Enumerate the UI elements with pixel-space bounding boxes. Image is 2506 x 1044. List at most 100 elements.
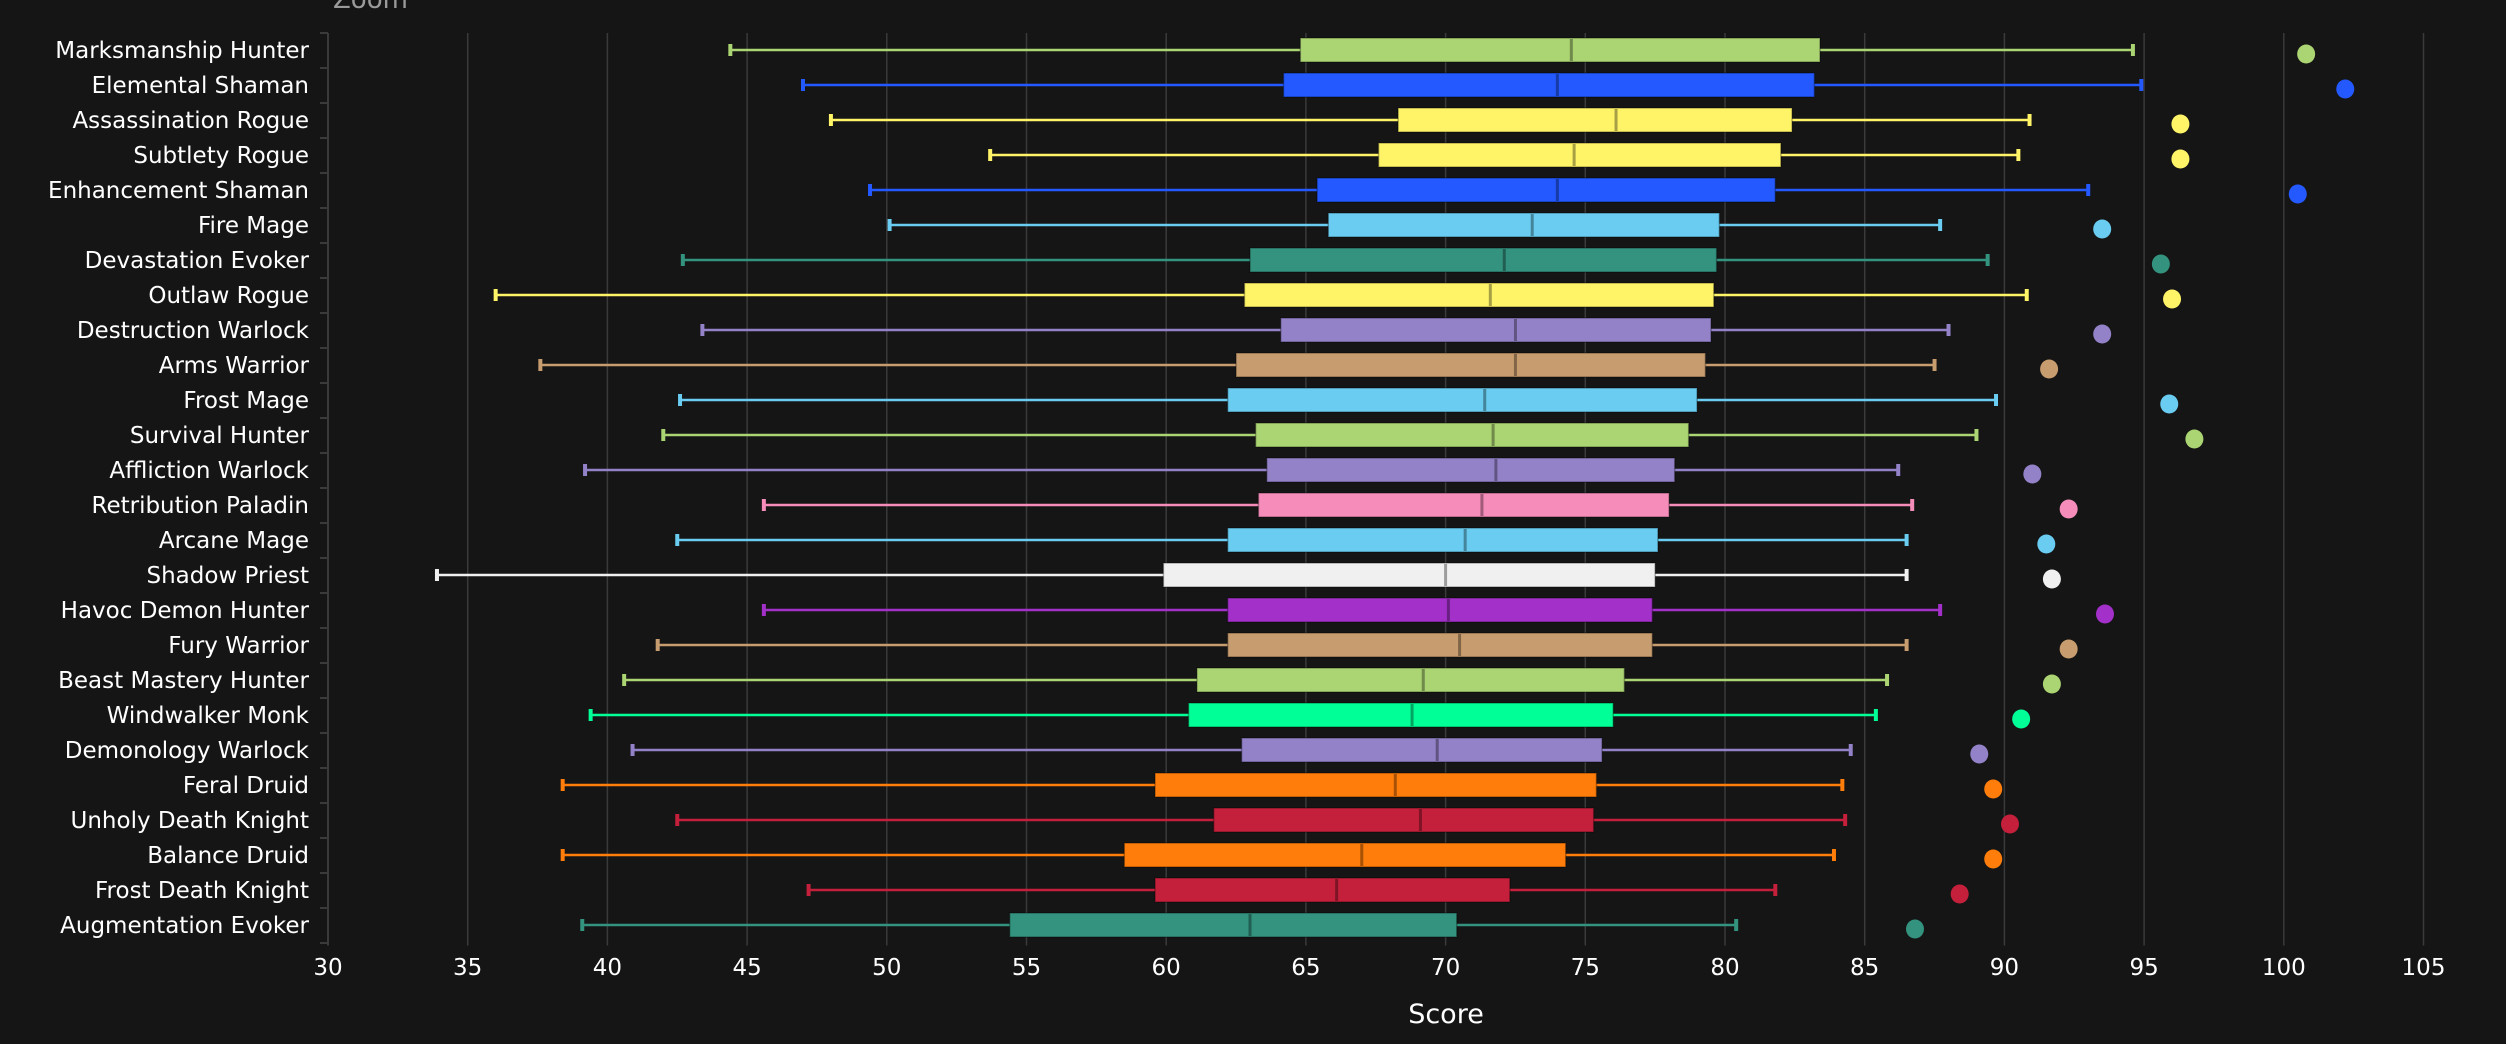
y-tick-label: Fury Warrior bbox=[168, 633, 309, 659]
box-fury-warrior bbox=[655, 632, 2078, 659]
x-tick-label: 30 bbox=[313, 955, 342, 981]
box-devastation-evoker bbox=[680, 247, 2170, 274]
x-tick-label: 70 bbox=[1431, 955, 1460, 981]
box-windwalker-monk bbox=[588, 702, 2031, 729]
y-tick-label: Havoc Demon Hunter bbox=[61, 598, 310, 624]
outlier-point bbox=[2059, 499, 2078, 519]
outlier-point bbox=[2000, 814, 2019, 834]
x-tick-label: 100 bbox=[2262, 955, 2306, 981]
y-axis: Marksmanship Hunter Elemental Shaman Assas… bbox=[48, 32, 329, 946]
iqr-box bbox=[1249, 247, 1718, 273]
x-tick-label: 85 bbox=[1850, 955, 1879, 981]
y-tick-label: Demonology Warlock bbox=[65, 738, 310, 764]
box-shadow-priest bbox=[434, 562, 2061, 589]
x-tick-label: 45 bbox=[732, 955, 761, 981]
grid-lines bbox=[466, 33, 2425, 946]
outlier-point bbox=[1905, 919, 1924, 939]
outlier-point bbox=[2093, 219, 2112, 239]
outlier-point bbox=[2171, 149, 2190, 169]
box-elemental-shaman bbox=[800, 72, 2355, 99]
outlier-point bbox=[2095, 604, 2114, 624]
box-fire-mage bbox=[887, 212, 2112, 239]
x-axis-label: Score bbox=[1408, 999, 1484, 1030]
box-balance-druid bbox=[560, 842, 2003, 869]
y-tick-label: Unholy Death Knight bbox=[71, 808, 309, 834]
box-augmentation-evoker bbox=[580, 912, 1924, 939]
y-tick-label: Destruction Warlock bbox=[77, 318, 310, 344]
iqr-box bbox=[1377, 142, 1782, 168]
box-demonology-warlock bbox=[630, 737, 1989, 764]
iqr-box bbox=[1226, 527, 1659, 553]
x-tick-label: 105 bbox=[2402, 955, 2446, 981]
iqr-box bbox=[1299, 37, 1821, 63]
iqr-box bbox=[1226, 387, 1698, 413]
iqr-box bbox=[1257, 492, 1670, 518]
outlier-point bbox=[2160, 394, 2179, 414]
y-tick-label: Devastation Evoker bbox=[85, 248, 310, 274]
box-frost-death-knight bbox=[806, 877, 1969, 904]
box-outlaw-rogue bbox=[493, 282, 2182, 309]
iqr-box bbox=[1226, 632, 1654, 658]
y-tick-label: Assassination Rogue bbox=[72, 108, 309, 134]
x-tick-label: 55 bbox=[1012, 955, 1041, 981]
outlier-point bbox=[2023, 464, 2042, 484]
outlier-point bbox=[2163, 289, 2182, 309]
box-havoc-demon-hunter bbox=[761, 597, 2114, 624]
iqr-box bbox=[1123, 842, 1567, 868]
y-tick-label: Balance Druid bbox=[147, 843, 309, 869]
box-retribution-paladin bbox=[761, 492, 2078, 519]
outlier-point bbox=[1970, 744, 1989, 764]
y-tick-label: Frost Mage bbox=[183, 388, 309, 414]
outlier-point bbox=[2171, 114, 2190, 134]
iqr-box bbox=[1280, 317, 1712, 343]
y-tick-label: Marksmanship Hunter bbox=[55, 38, 309, 64]
box-survival-hunter bbox=[661, 422, 2204, 449]
y-tick-label: Subtlety Rogue bbox=[133, 143, 309, 169]
outlier-point bbox=[2288, 184, 2307, 204]
y-tick-label: Shadow Priest bbox=[146, 563, 309, 589]
x-axis: 30 35 40 45 50 55 60 65 70 75 80 85 90 95 100 105 bbox=[313, 955, 2445, 981]
iqr-box bbox=[1243, 282, 1715, 308]
y-tick-label: Arms Warrior bbox=[159, 353, 310, 379]
x-tick-label: 60 bbox=[1152, 955, 1181, 981]
outlier-point bbox=[1950, 884, 1969, 904]
iqr-box bbox=[1196, 667, 1626, 693]
iqr-box bbox=[1235, 352, 1707, 378]
iqr-box bbox=[1240, 737, 1603, 763]
iqr-box bbox=[1154, 877, 1511, 903]
y-tick-label: Arcane Mage bbox=[159, 528, 309, 554]
y-tick-label: Windwalker Monk bbox=[107, 703, 310, 729]
box-affliction-warlock bbox=[583, 457, 2042, 484]
iqr-box bbox=[1327, 212, 1721, 238]
iqr-box bbox=[1187, 702, 1614, 728]
outlier-point bbox=[2059, 639, 2078, 659]
outlier-point bbox=[1984, 849, 2003, 869]
y-tick-label: Retribution Paladin bbox=[92, 493, 310, 519]
outlier-point bbox=[2093, 324, 2112, 344]
iqr-box bbox=[1254, 422, 1690, 448]
y-tick-label: Survival Hunter bbox=[130, 423, 310, 449]
iqr-box bbox=[1266, 457, 1676, 483]
outlier-point bbox=[2012, 709, 2031, 729]
outlier-point bbox=[2185, 429, 2204, 449]
y-tick-label: Beast Mastery Hunter bbox=[58, 668, 309, 694]
y-tick-label: Fire Mage bbox=[198, 213, 309, 239]
iqr-box bbox=[1226, 597, 1654, 623]
iqr-box bbox=[1008, 912, 1458, 938]
box-beast-mastery-hunter bbox=[622, 667, 2061, 694]
chart-title-partial: Zoom bbox=[333, 0, 408, 15]
x-tick-label: 90 bbox=[1990, 955, 2019, 981]
box-frost-mage bbox=[678, 387, 2179, 414]
x-tick-label: 40 bbox=[593, 955, 622, 981]
y-tick-label: Augmentation Evoker bbox=[60, 913, 309, 939]
y-tick-label: Elemental Shaman bbox=[92, 73, 309, 99]
box-enhancement-shaman bbox=[868, 177, 2307, 204]
box-destruction-warlock bbox=[700, 317, 2112, 344]
box-series bbox=[434, 37, 2355, 939]
outlier-point bbox=[2037, 534, 2056, 554]
x-tick-label: 75 bbox=[1571, 955, 1600, 981]
y-tick-label: Frost Death Knight bbox=[95, 878, 309, 904]
y-tick-label: Enhancement Shaman bbox=[48, 178, 309, 204]
outlier-point bbox=[2151, 254, 2170, 274]
